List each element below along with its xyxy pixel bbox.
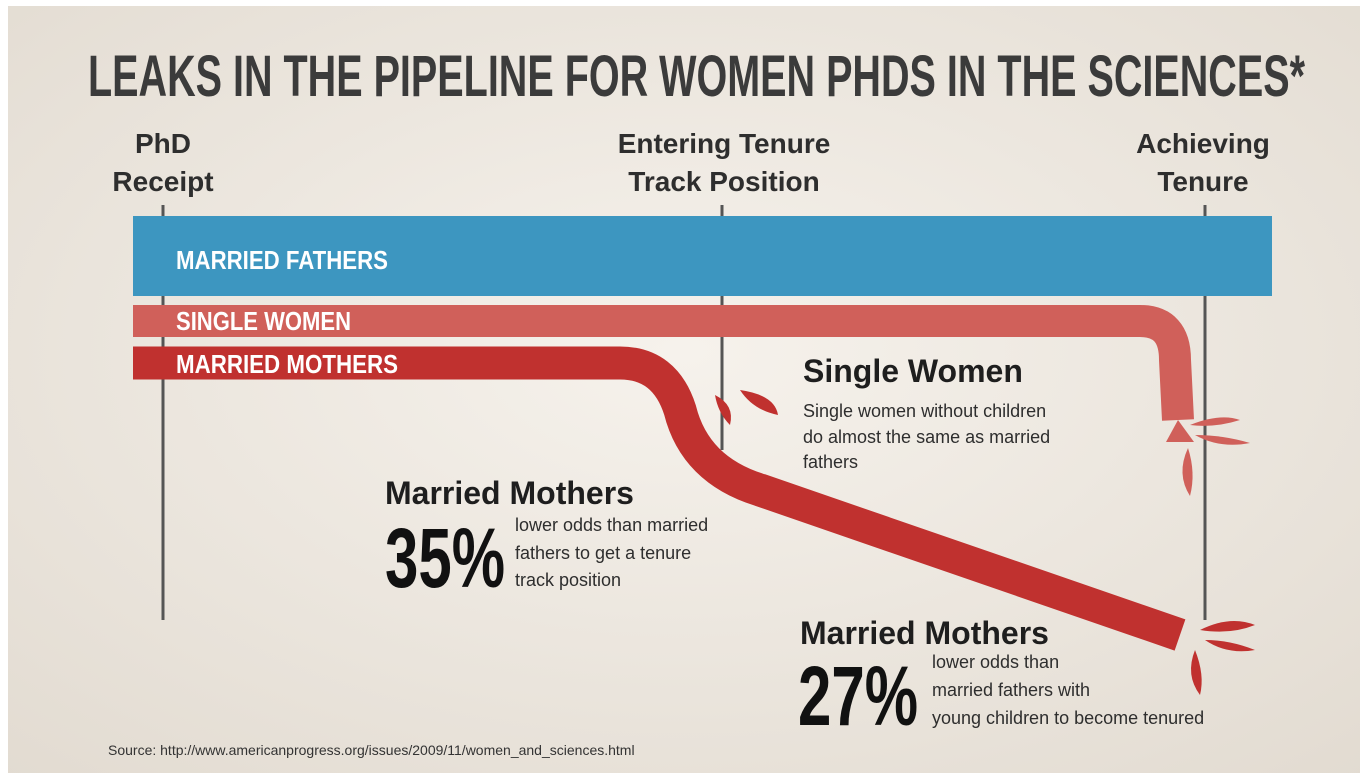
callout-heading: Married Mothers [800,615,1049,651]
page: LEAKS IN THE PIPELINE FOR WOMEN PHDS IN … [0,0,1368,779]
stage-label: Entering Tenure [618,128,831,159]
callout-big: 27% [798,649,918,743]
callout-text: lower odds than married [515,515,708,535]
band-label: SINGLE WOMEN [176,306,351,336]
stage-label: Track Position [628,166,819,197]
callout-text: young children to become tenured [932,708,1204,728]
stage-label: Achieving [1136,128,1270,159]
callout-text: Single women without children [803,401,1046,421]
callout-heading: Married Mothers [385,475,634,511]
callout-text: lower odds than [932,652,1059,672]
callout-text: fathers [803,452,858,472]
stage-label: PhD [135,128,191,159]
source: Source: http://www.americanprogress.org/… [108,742,635,758]
stage-label: Tenure [1157,166,1248,197]
callout-text: fathers to get a tenure [515,543,691,563]
callout-big: 35% [385,511,505,605]
band-label: MARRIED FATHERS [176,245,388,275]
callout-text: married fathers with [932,680,1090,700]
band-label: MARRIED MOTHERS [176,349,398,379]
title: LEAKS IN THE PIPELINE FOR WOMEN PHDS IN … [88,44,1305,109]
stage-label: Receipt [112,166,213,197]
infographic: LEAKS IN THE PIPELINE FOR WOMEN PHDS IN … [0,0,1368,779]
callout-heading: Single Women [803,353,1023,389]
callout-text: do almost the same as married [803,427,1050,447]
callout-text: track position [515,570,621,590]
